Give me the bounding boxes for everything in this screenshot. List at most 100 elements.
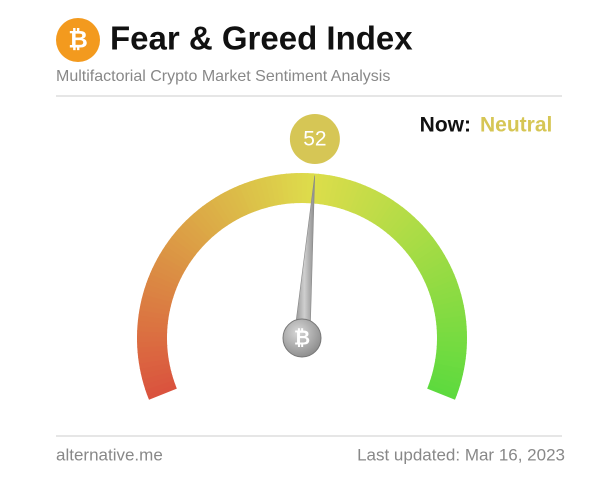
gauge-segment bbox=[433, 363, 465, 376]
gauge-segment bbox=[201, 202, 225, 231]
gauge-segment bbox=[435, 310, 466, 321]
gauge-segment bbox=[275, 174, 286, 205]
gauge-segment bbox=[174, 227, 202, 252]
gauge-segment bbox=[152, 263, 182, 282]
gauge-segment bbox=[137, 314, 169, 324]
gauge-segment bbox=[239, 183, 256, 214]
gauge-segment bbox=[365, 192, 386, 222]
chart-title: Fear & Greed Index bbox=[110, 20, 413, 57]
gauge-segment bbox=[143, 375, 174, 390]
gauge-segment bbox=[142, 288, 174, 303]
gauge-segment bbox=[436, 345, 467, 355]
gauge-segment bbox=[383, 206, 408, 234]
gauge-segment bbox=[315, 173, 325, 205]
gauge-segment bbox=[181, 220, 208, 246]
gauge-segment bbox=[332, 177, 346, 208]
gauge-segment bbox=[418, 254, 448, 275]
gauge-segment bbox=[259, 177, 273, 208]
gauge-segment bbox=[264, 175, 277, 207]
status: Neutral bbox=[480, 114, 552, 137]
gauge-segment bbox=[139, 362, 171, 375]
gauge-segment bbox=[420, 259, 451, 279]
gauge-segment bbox=[210, 197, 232, 226]
gauge-segment bbox=[159, 249, 189, 270]
gauge-segment bbox=[138, 353, 169, 364]
gauge-segment bbox=[328, 176, 341, 207]
gauge-segment bbox=[269, 175, 281, 206]
gauge-segment bbox=[436, 326, 467, 334]
gauge-segment bbox=[403, 228, 430, 253]
gauge-arc bbox=[137, 173, 467, 400]
gauge-segment bbox=[434, 358, 465, 370]
gauge-segment bbox=[428, 279, 459, 295]
gauge-segment bbox=[323, 175, 336, 206]
hub-icon: ₿ bbox=[294, 327, 310, 349]
gauge-segment bbox=[144, 283, 175, 299]
gauge-segment bbox=[137, 319, 168, 329]
gauge-segment bbox=[137, 335, 168, 343]
gauge-segment bbox=[408, 237, 437, 260]
gauge-segment bbox=[406, 232, 434, 257]
gauge-segment bbox=[387, 210, 412, 237]
gauge-segment bbox=[400, 224, 427, 250]
gauge-segment bbox=[376, 200, 399, 229]
gauge-segment bbox=[390, 213, 416, 240]
gauge-segment bbox=[165, 240, 194, 263]
gauge-segment bbox=[168, 236, 196, 259]
gauge-segment bbox=[353, 185, 371, 216]
gauge-segment bbox=[432, 367, 463, 381]
gauge-segment bbox=[413, 245, 443, 267]
gauge-segment bbox=[234, 185, 252, 215]
gauge-segment bbox=[140, 298, 171, 311]
gauge-segment bbox=[429, 284, 460, 299]
gauge-segment bbox=[197, 206, 221, 234]
gauge-segment bbox=[291, 173, 299, 204]
gauge-segment bbox=[171, 231, 199, 256]
gauge-segment bbox=[219, 191, 240, 221]
gauge-segment bbox=[434, 304, 465, 317]
gauge-segment bbox=[141, 293, 173, 307]
gauge-segment bbox=[139, 303, 170, 316]
gauge-segment bbox=[436, 331, 467, 338]
value-badge bbox=[289, 114, 340, 164]
gauge-segment bbox=[397, 220, 423, 246]
gauge-segment bbox=[138, 358, 170, 369]
gauge-segment bbox=[380, 203, 403, 232]
gauge-segment bbox=[432, 294, 463, 308]
gauge-segment bbox=[435, 354, 466, 365]
gauge-segment bbox=[431, 371, 462, 386]
status-label: Now: bbox=[420, 114, 471, 137]
gauge-segment bbox=[140, 366, 172, 380]
gauge-segment bbox=[229, 187, 248, 217]
gauge-segment bbox=[393, 217, 420, 243]
source: alternative.me bbox=[56, 445, 163, 464]
gauge-segment bbox=[424, 269, 455, 287]
gauge-segment bbox=[244, 181, 260, 212]
gauge-segment bbox=[189, 212, 214, 240]
gauge-segment bbox=[429, 376, 461, 391]
gauge-segment bbox=[254, 178, 269, 209]
gauge-segment bbox=[178, 223, 205, 249]
gauge-segment bbox=[193, 209, 218, 237]
gauge-segment bbox=[319, 174, 330, 205]
gauge-segment bbox=[428, 380, 459, 396]
gauge-segment bbox=[144, 379, 176, 395]
gauge-segment bbox=[422, 264, 453, 283]
gauge-segment bbox=[206, 199, 229, 229]
gauge-segment bbox=[369, 194, 390, 224]
gauge-segment bbox=[411, 241, 440, 264]
value-label: 52 bbox=[303, 128, 326, 151]
gauge-segment bbox=[162, 244, 191, 267]
gauge-segment bbox=[435, 350, 467, 360]
gauge-segment bbox=[142, 371, 173, 385]
gauge-segment bbox=[224, 189, 244, 219]
gauge-segment bbox=[249, 179, 264, 211]
gauge-segment bbox=[433, 299, 464, 312]
gauge-segment bbox=[156, 253, 186, 274]
logo: ₿ bbox=[56, 18, 100, 62]
gauge-segment bbox=[336, 178, 351, 210]
gauge-segment bbox=[349, 183, 366, 214]
chart-subtitle: Multifactorial Crypto Market Sentiment A… bbox=[56, 68, 390, 85]
